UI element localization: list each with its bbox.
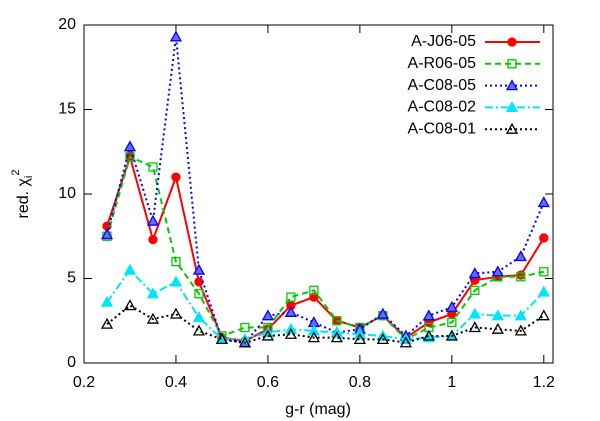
data-point	[332, 316, 342, 326]
data-point	[539, 267, 549, 277]
data-point	[307, 331, 321, 343]
x-tick-label: 0.4	[165, 374, 187, 391]
data-point	[284, 327, 298, 339]
data-point	[537, 285, 550, 297]
y-axis-label: red. χi2	[10, 170, 35, 219]
y-tick-label: 0	[67, 354, 76, 371]
data-point	[123, 263, 137, 275]
data-point	[422, 309, 435, 321]
data-point	[146, 214, 160, 226]
data-point	[537, 309, 550, 321]
data-point	[445, 329, 458, 341]
data-point	[514, 309, 527, 321]
data-point	[470, 285, 480, 295]
data-point	[491, 265, 504, 277]
data-point	[100, 295, 114, 307]
data-point	[445, 300, 458, 312]
data-point	[514, 250, 527, 262]
data-point	[376, 333, 389, 344]
data-point	[169, 30, 183, 42]
legend-label: A-R06-05	[408, 55, 477, 72]
x-tick-label: 1	[447, 374, 456, 391]
data-point	[537, 196, 550, 208]
series-line	[106, 155, 545, 341]
data-point	[192, 324, 206, 336]
data-point	[100, 228, 114, 240]
y-tick-label: 5	[67, 270, 76, 287]
data-point	[491, 322, 504, 334]
data-point	[148, 234, 158, 245]
series-line	[106, 268, 545, 341]
y-tick-label: 10	[58, 185, 76, 202]
plot-frame	[83, 24, 554, 364]
x-tick-label: 0.2	[73, 374, 95, 391]
data-point	[468, 267, 481, 279]
data-point	[240, 322, 250, 333]
y-label-sup: 2	[10, 170, 22, 176]
data-point	[286, 292, 296, 302]
data-point	[215, 333, 229, 344]
data-point	[192, 263, 206, 275]
x-tick-label: 1.2	[533, 374, 555, 391]
data-point	[169, 307, 183, 319]
series-line	[106, 36, 545, 344]
data-point	[516, 272, 526, 282]
data-point	[422, 329, 435, 341]
legend-marker	[505, 122, 519, 134]
data-point	[192, 311, 206, 323]
legend-marker	[505, 101, 519, 113]
legend-label: A-C08-02	[408, 99, 477, 116]
data-point	[447, 317, 457, 328]
data-point	[330, 331, 343, 343]
data-point	[309, 285, 319, 295]
x-axis-label: g-r (mag)	[285, 401, 351, 418]
legend-label: A-C08-05	[408, 77, 477, 94]
x-tick-label: 0.6	[257, 374, 279, 391]
data-point	[194, 277, 204, 287]
data-point	[194, 289, 204, 299]
legend-marker	[507, 37, 517, 47]
data-point	[171, 172, 181, 182]
x-tick-label: 0.8	[349, 374, 371, 391]
legend-marker	[505, 79, 519, 91]
data-point	[146, 287, 160, 299]
data-point	[468, 307, 481, 319]
legend-marker	[507, 59, 517, 69]
data-point	[284, 305, 298, 317]
data-point	[399, 336, 412, 348]
data-point	[307, 324, 321, 336]
series-line	[106, 304, 545, 344]
data-point	[514, 324, 527, 336]
y-label-main: red. χ	[15, 177, 32, 218]
data-point	[491, 309, 504, 321]
data-point	[123, 299, 137, 311]
data-point	[468, 321, 481, 333]
data-point	[146, 312, 160, 324]
data-point	[171, 256, 181, 267]
data-point	[376, 307, 389, 319]
legend-label: A-J06-05	[411, 33, 476, 50]
data-point	[261, 329, 275, 341]
y-label-sub: i	[23, 176, 35, 178]
data-point	[169, 275, 183, 287]
y-tick-label: 15	[58, 101, 76, 118]
data-point	[123, 140, 137, 152]
data-point	[100, 317, 114, 329]
data-point	[261, 309, 275, 321]
data-point	[238, 336, 252, 348]
data-point	[539, 233, 549, 243]
data-point	[353, 333, 366, 344]
legend-label: A-C08-01	[408, 120, 477, 137]
data-point	[148, 162, 158, 172]
y-tick-label: 20	[58, 16, 76, 33]
